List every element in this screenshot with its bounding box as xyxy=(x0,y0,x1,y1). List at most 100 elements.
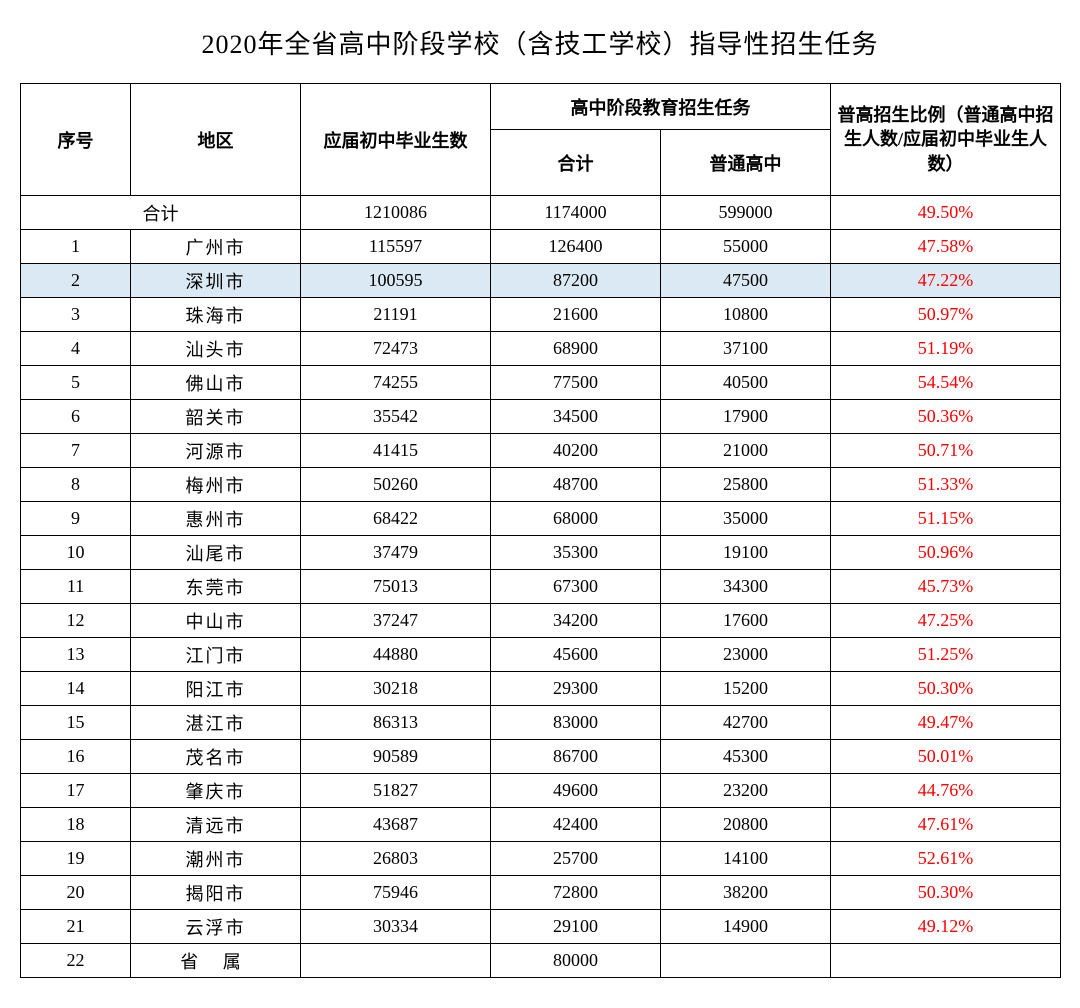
cell-idx: 3 xyxy=(21,298,131,332)
cell-ratio: 50.36% xyxy=(831,400,1061,434)
cell-region: 茂名市 xyxy=(131,740,301,774)
cell-ratio: 52.61% xyxy=(831,842,1061,876)
cell-task-total: 68900 xyxy=(491,332,661,366)
summary-ratio: 49.50% xyxy=(831,196,1061,230)
table-row: 14阳江市30218293001520050.30% xyxy=(21,672,1061,706)
cell-task-pugao: 40500 xyxy=(661,366,831,400)
cell-idx: 16 xyxy=(21,740,131,774)
cell-task-total: 40200 xyxy=(491,434,661,468)
cell-ratio: 49.47% xyxy=(831,706,1061,740)
cell-task-total: 86700 xyxy=(491,740,661,774)
cell-graduates: 21191 xyxy=(301,298,491,332)
col-header-task-pugao: 普通高中 xyxy=(661,130,831,196)
cell-task-pugao: 21000 xyxy=(661,434,831,468)
cell-idx: 7 xyxy=(21,434,131,468)
cell-task-total: 34500 xyxy=(491,400,661,434)
col-header-graduates: 应届初中毕业生数 xyxy=(301,84,491,196)
cell-task-pugao: 20800 xyxy=(661,808,831,842)
cell-task-pugao: 34300 xyxy=(661,570,831,604)
cell-task-pugao: 35000 xyxy=(661,502,831,536)
cell-task-pugao: 10800 xyxy=(661,298,831,332)
cell-graduates xyxy=(301,944,491,978)
cell-region: 广州市 xyxy=(131,230,301,264)
cell-ratio: 44.76% xyxy=(831,774,1061,808)
col-header-task-total: 合计 xyxy=(491,130,661,196)
cell-region: 梅州市 xyxy=(131,468,301,502)
cell-ratio: 45.73% xyxy=(831,570,1061,604)
cell-region: 中山市 xyxy=(131,604,301,638)
cell-task-pugao: 23200 xyxy=(661,774,831,808)
cell-graduates: 26803 xyxy=(301,842,491,876)
table-row: 13江门市44880456002300051.25% xyxy=(21,638,1061,672)
cell-idx: 17 xyxy=(21,774,131,808)
cell-region: 佛山市 xyxy=(131,366,301,400)
enrollment-table: 序号 地区 应届初中毕业生数 高中阶段教育招生任务 普高招生比例（普通高中招生人… xyxy=(20,83,1061,978)
cell-task-total: 87200 xyxy=(491,264,661,298)
cell-task-total: 45600 xyxy=(491,638,661,672)
cell-ratio: 47.58% xyxy=(831,230,1061,264)
cell-task-total: 48700 xyxy=(491,468,661,502)
cell-graduates: 37247 xyxy=(301,604,491,638)
cell-task-total: 21600 xyxy=(491,298,661,332)
cell-graduates: 90589 xyxy=(301,740,491,774)
cell-region: 深圳市 xyxy=(131,264,301,298)
cell-task-total: 42400 xyxy=(491,808,661,842)
cell-idx: 11 xyxy=(21,570,131,604)
summary-row: 合计 1210086 1174000 599000 49.50% xyxy=(21,196,1061,230)
cell-region: 惠州市 xyxy=(131,502,301,536)
cell-ratio: 51.15% xyxy=(831,502,1061,536)
table-row: 20揭阳市75946728003820050.30% xyxy=(21,876,1061,910)
cell-region: 河源市 xyxy=(131,434,301,468)
table-row: 6韶关市35542345001790050.36% xyxy=(21,400,1061,434)
cell-task-pugao: 19100 xyxy=(661,536,831,570)
cell-ratio: 50.71% xyxy=(831,434,1061,468)
cell-task-pugao xyxy=(661,944,831,978)
cell-graduates: 37479 xyxy=(301,536,491,570)
summary-label: 合计 xyxy=(21,196,301,230)
cell-idx: 1 xyxy=(21,230,131,264)
cell-ratio: 51.33% xyxy=(831,468,1061,502)
cell-idx: 2 xyxy=(21,264,131,298)
cell-idx: 8 xyxy=(21,468,131,502)
cell-task-total: 34200 xyxy=(491,604,661,638)
cell-region: 省 属 xyxy=(131,944,301,978)
cell-idx: 21 xyxy=(21,910,131,944)
cell-idx: 18 xyxy=(21,808,131,842)
table-row: 16茂名市90589867004530050.01% xyxy=(21,740,1061,774)
cell-graduates: 35542 xyxy=(301,400,491,434)
cell-ratio: 50.30% xyxy=(831,876,1061,910)
cell-graduates: 68422 xyxy=(301,502,491,536)
cell-ratio: 54.54% xyxy=(831,366,1061,400)
table-body: 合计 1210086 1174000 599000 49.50% 1广州市115… xyxy=(21,196,1061,978)
cell-graduates: 86313 xyxy=(301,706,491,740)
cell-task-total: 77500 xyxy=(491,366,661,400)
cell-task-total: 29100 xyxy=(491,910,661,944)
cell-idx: 14 xyxy=(21,672,131,706)
cell-task-pugao: 25800 xyxy=(661,468,831,502)
table-row: 19潮州市26803257001410052.61% xyxy=(21,842,1061,876)
cell-region: 江门市 xyxy=(131,638,301,672)
table-row: 5佛山市74255775004050054.54% xyxy=(21,366,1061,400)
cell-task-total: 25700 xyxy=(491,842,661,876)
cell-task-total: 126400 xyxy=(491,230,661,264)
table-row: 11东莞市75013673003430045.73% xyxy=(21,570,1061,604)
cell-ratio: 47.25% xyxy=(831,604,1061,638)
cell-task-pugao: 47500 xyxy=(661,264,831,298)
cell-graduates: 44880 xyxy=(301,638,491,672)
table-row: 18清远市43687424002080047.61% xyxy=(21,808,1061,842)
table-header: 序号 地区 应届初中毕业生数 高中阶段教育招生任务 普高招生比例（普通高中招生人… xyxy=(21,84,1061,196)
cell-graduates: 100595 xyxy=(301,264,491,298)
cell-ratio: 50.01% xyxy=(831,740,1061,774)
summary-task-pugao: 599000 xyxy=(661,196,831,230)
cell-region: 汕头市 xyxy=(131,332,301,366)
cell-region: 潮州市 xyxy=(131,842,301,876)
cell-ratio xyxy=(831,944,1061,978)
cell-idx: 5 xyxy=(21,366,131,400)
cell-idx: 10 xyxy=(21,536,131,570)
cell-region: 云浮市 xyxy=(131,910,301,944)
cell-task-pugao: 15200 xyxy=(661,672,831,706)
cell-task-total: 68000 xyxy=(491,502,661,536)
col-header-ratio: 普高招生比例（普通高中招生人数/应届初中毕业生人数） xyxy=(831,84,1061,196)
cell-graduates: 115597 xyxy=(301,230,491,264)
table-row: 17肇庆市51827496002320044.76% xyxy=(21,774,1061,808)
